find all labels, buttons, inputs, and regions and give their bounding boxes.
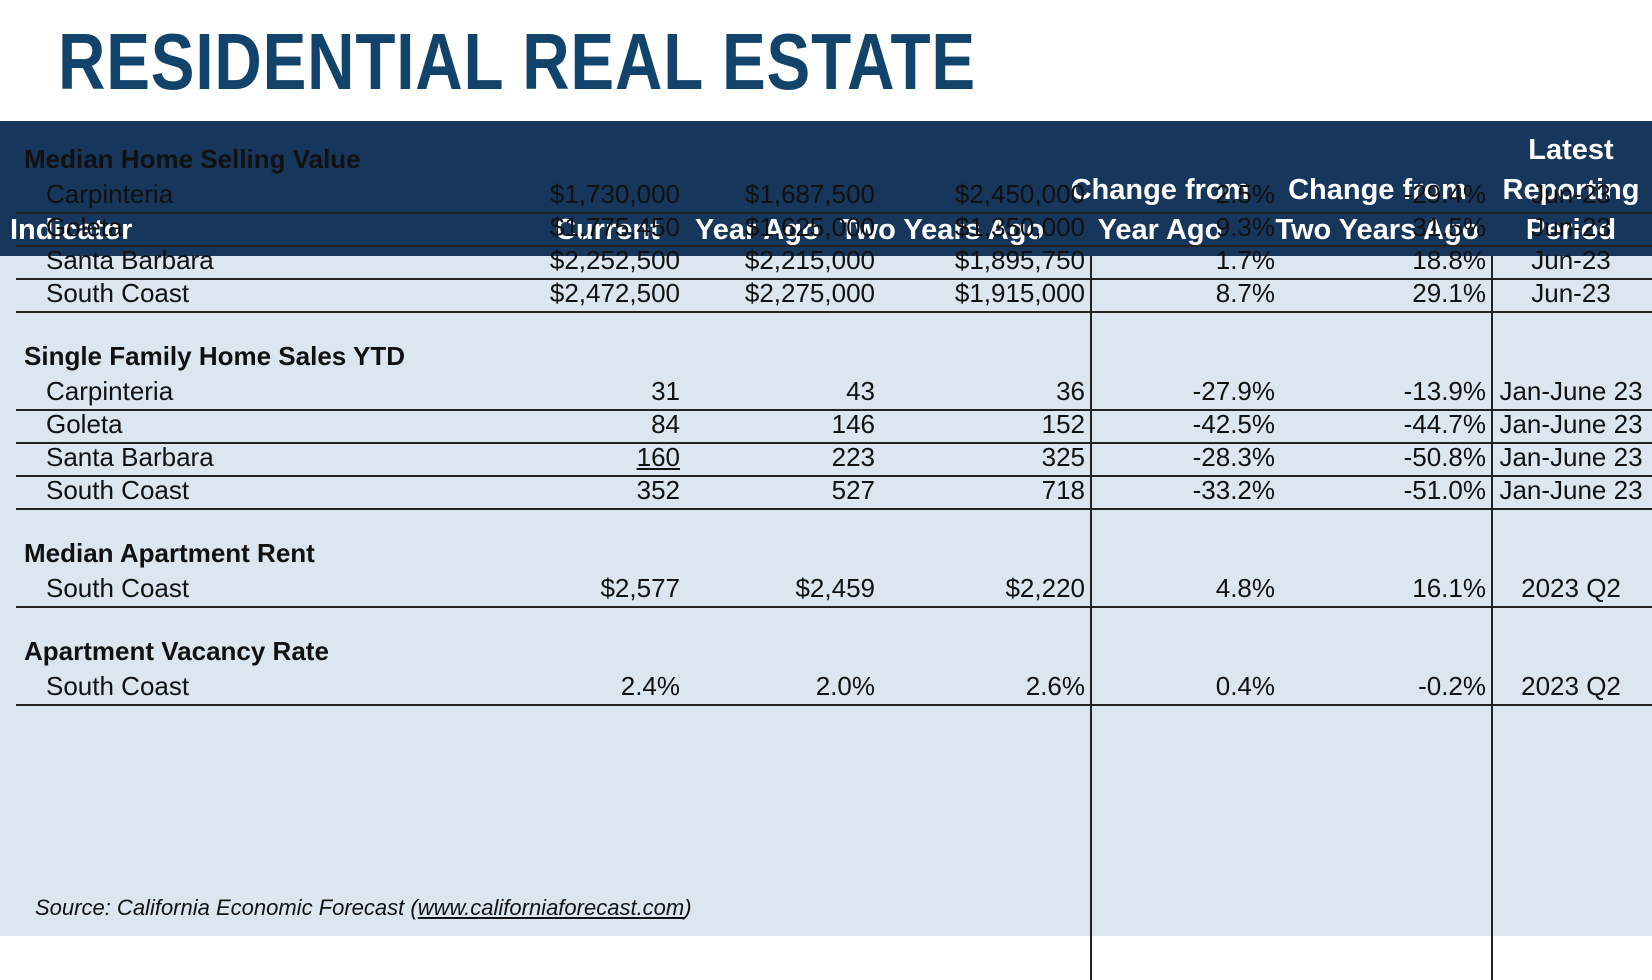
cell-period: 2023 Q2 xyxy=(1521,671,1621,701)
table-header: Indicator Current Year Ago Two Years Ago… xyxy=(0,121,1652,256)
row-label: South Coast xyxy=(46,671,190,701)
cell-chg-two: 29.1% xyxy=(1412,278,1486,308)
cell-chg-two: 31.5% xyxy=(1412,212,1486,242)
cell-period: Jun-23 xyxy=(1531,278,1611,308)
header-change-two-years-ago: Change from Two Years Ago xyxy=(1275,174,1480,246)
cell-period: Jan-June 23 xyxy=(1499,475,1643,505)
cell-chg-year: 4.8% xyxy=(1215,573,1275,603)
cell-year-ago: $2,275,000 xyxy=(744,278,875,308)
cell-period: Jun-23 xyxy=(1531,179,1611,209)
table-row: South Coast 2.4% 2.0% 2.6% 0.4% -0.2% 2023 Q2 xyxy=(16,669,1652,706)
cell-current: $2,577 xyxy=(600,573,680,603)
row-label: Santa Barbara xyxy=(46,442,214,472)
cell-period: Jun-23 xyxy=(1531,212,1611,242)
source-note: Source: California Economic Forecast (ww… xyxy=(35,895,692,920)
section-title: Median Home Selling Value xyxy=(24,144,361,174)
section-title: Median Apartment Rent xyxy=(24,538,315,568)
header-two-years-ago: Two Years Ago xyxy=(840,214,1045,246)
cell-period: Jan-June 23 xyxy=(1499,409,1643,439)
cell-two-years-ago: 325 xyxy=(1041,442,1085,472)
cell-year-ago: 223 xyxy=(831,442,875,472)
cell-year-ago: $1,687,500 xyxy=(744,179,875,209)
page: RESIDENTIAL REAL ESTATE Indicator Curren… xyxy=(0,17,1652,980)
cell-current: $2,252,500 xyxy=(549,245,680,275)
row-label: Carpinteria xyxy=(46,376,174,406)
cell-current: $1,730,000 xyxy=(549,179,680,209)
section-title: Apartment Vacancy Rate xyxy=(24,636,329,666)
cell-period: Jun-23 xyxy=(1531,245,1611,275)
header-latest-reporting-period: Latest Reporting Period xyxy=(1502,134,1640,246)
row-label: Carpinteria xyxy=(46,179,174,209)
table-row: Santa Barbara 160 223 325 -28.3% -50.8% Jan-Ju… xyxy=(16,440,1652,477)
row-label: South Coast xyxy=(46,475,190,505)
cell-two-years-ago: $1,895,750 xyxy=(954,245,1085,275)
cell-chg-two: 16.1% xyxy=(1412,573,1486,603)
cell-two-years-ago: 2.6% xyxy=(1025,671,1085,701)
header-year-ago: Year Ago xyxy=(695,214,820,246)
table-row: Carpinteria $1,730,000 $1,687,500 $2,450,00… xyxy=(16,177,1652,214)
cell-chg-two: 18.8% xyxy=(1412,245,1486,275)
cell-year-ago: 146 xyxy=(831,409,875,439)
cell-chg-year: 0.4% xyxy=(1215,671,1275,701)
row-label: Goleta xyxy=(46,409,123,439)
cell-two-years-ago: 718 xyxy=(1041,475,1085,505)
cell-year-ago: $2,459 xyxy=(795,573,875,603)
header-current: Current xyxy=(555,214,660,246)
cell-current: 160 xyxy=(636,442,680,472)
cell-two-years-ago: $1,350,000 xyxy=(954,212,1085,242)
cell-two-years-ago: $1,915,000 xyxy=(954,278,1085,308)
cell-year-ago: 43 xyxy=(846,376,875,406)
cell-chg-year: 9.3% xyxy=(1215,212,1275,242)
cell-period: Jan-June 23 xyxy=(1499,442,1643,472)
column-divider xyxy=(1090,256,1092,980)
row-label: South Coast xyxy=(46,278,190,308)
table-row: Santa Barbara $2,252,500 $2,215,000 $1,895,… xyxy=(16,243,1652,280)
table-row: Goleta $1,775,450 $1,625,000 $1,350,000 9.3%… xyxy=(16,210,1652,247)
cell-current: 84 xyxy=(651,409,680,439)
header-change-year-ago: Change from Year Ago xyxy=(1070,174,1250,246)
cell-chg-year: 2.5% xyxy=(1215,179,1275,209)
cell-current: 352 xyxy=(636,475,680,505)
cell-year-ago: 2.0% xyxy=(815,671,875,701)
header-indicator: Indicator xyxy=(10,214,133,246)
data-table: Indicator Current Year Ago Two Years Ago… xyxy=(0,121,1652,980)
cell-chg-year: -27.9% xyxy=(1192,376,1275,406)
cell-chg-year: -28.3% xyxy=(1192,442,1275,472)
cell-two-years-ago: 152 xyxy=(1041,409,1085,439)
cell-current: 31 xyxy=(651,376,680,406)
cell-year-ago: 527 xyxy=(831,475,875,505)
row-label: Goleta xyxy=(46,212,123,242)
table-row: South Coast 352 527 718 -33.2% -51.0% Jan-June… xyxy=(16,473,1652,510)
section-title: Single Family Home Sales YTD xyxy=(24,341,405,371)
source-link[interactable]: www.californiaforecast.com xyxy=(417,895,685,920)
cell-chg-year: 8.7% xyxy=(1215,278,1275,308)
cell-year-ago: $2,215,000 xyxy=(744,245,875,275)
cell-current: $2,472,500 xyxy=(549,278,680,308)
cell-current: $1,775,450 xyxy=(549,212,680,242)
cell-chg-two: -0.2% xyxy=(1418,671,1486,701)
cell-current: 2.4% xyxy=(620,671,680,701)
page-title: RESIDENTIAL REAL ESTATE xyxy=(58,17,976,106)
cell-year-ago: $1,625,000 xyxy=(744,212,875,242)
cell-period: 2023 Q2 xyxy=(1521,573,1621,603)
cell-chg-two: -29.4% xyxy=(1403,179,1486,209)
table-row: South Coast $2,577 $2,459 $2,220 4.8% 16.1% 20… xyxy=(16,571,1652,608)
cell-chg-year: -33.2% xyxy=(1192,475,1275,505)
cell-two-years-ago: $2,220 xyxy=(1005,573,1085,603)
cell-chg-two: -51.0% xyxy=(1403,475,1486,505)
cell-period: Jan-June 23 xyxy=(1499,376,1643,406)
table-row: South Coast $2,472,500 $2,275,000 $1,915,00… xyxy=(16,276,1652,313)
cell-two-years-ago: 36 xyxy=(1056,376,1085,406)
column-divider xyxy=(1491,256,1493,980)
cell-chg-year: 1.7% xyxy=(1215,245,1275,275)
table-row: Carpinteria 31 43 36 -27.9% -13.9% Jan-June 23 xyxy=(16,374,1652,411)
cell-chg-two: -13.9% xyxy=(1403,376,1486,406)
cell-chg-year: -42.5% xyxy=(1192,409,1275,439)
row-label: Santa Barbara xyxy=(46,245,214,275)
cell-chg-two: -44.7% xyxy=(1403,409,1486,439)
cell-chg-two: -50.8% xyxy=(1403,442,1486,472)
table-row: Goleta 84 146 152 -42.5% -44.7% Jan-June 23 xyxy=(16,407,1652,444)
row-label: South Coast xyxy=(46,573,190,603)
cell-two-years-ago: $2,450,000 xyxy=(954,179,1085,209)
